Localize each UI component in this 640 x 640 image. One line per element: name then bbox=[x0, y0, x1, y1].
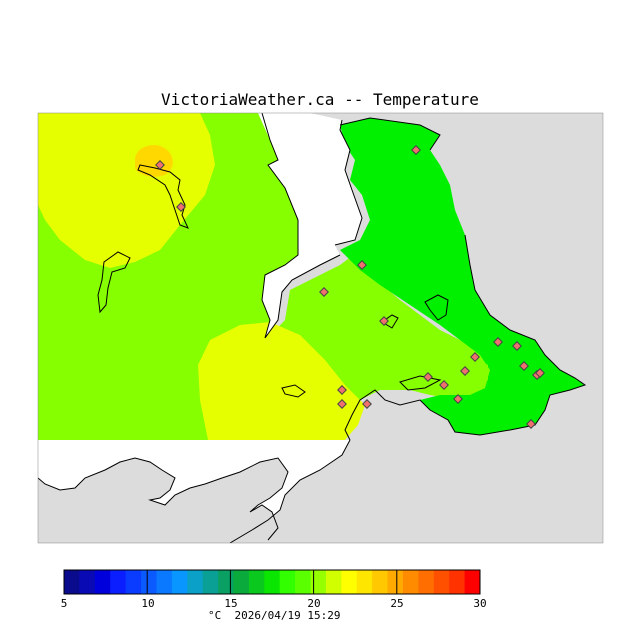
coastlines bbox=[38, 113, 587, 543]
land-south bbox=[38, 458, 288, 543]
station-marker[interactable] bbox=[411, 145, 421, 155]
colorbar-swatch bbox=[310, 570, 327, 594]
colorbar-swatch bbox=[110, 570, 127, 594]
units-label: °C bbox=[208, 609, 222, 622]
station-markers bbox=[155, 145, 545, 429]
station-marker[interactable] bbox=[535, 368, 545, 378]
colorbar-tick-label: 20 bbox=[307, 597, 321, 610]
station-marker[interactable] bbox=[519, 361, 529, 371]
timestamp: 2026/04/19 15:29 bbox=[234, 609, 341, 622]
colorbar bbox=[63, 569, 481, 595]
colorbar-swatch bbox=[356, 570, 373, 594]
map-frame bbox=[37, 112, 604, 544]
temp-zone-23-hotspot bbox=[135, 145, 173, 177]
station-marker[interactable] bbox=[470, 352, 480, 362]
colorbar-swatch bbox=[264, 570, 281, 594]
colorbar-swatch bbox=[156, 570, 173, 594]
station-marker[interactable] bbox=[155, 160, 165, 170]
colorbar-swatch bbox=[248, 570, 265, 594]
temp-zone-22-northwest bbox=[38, 113, 215, 268]
colorbar-swatch bbox=[418, 570, 435, 594]
colorbar-swatch bbox=[295, 570, 312, 594]
station-marker[interactable] bbox=[319, 287, 329, 297]
colorbar-swatch bbox=[279, 570, 296, 594]
colorbar-swatch bbox=[171, 570, 188, 594]
colorbar-tick-label: 25 bbox=[390, 597, 404, 610]
land-southeast bbox=[230, 440, 603, 543]
station-marker[interactable] bbox=[423, 372, 433, 382]
colorbar-swatch bbox=[325, 570, 342, 594]
colorbar-swatch bbox=[218, 570, 234, 594]
temp-zone-18-east bbox=[340, 118, 585, 435]
colorbar-swatch bbox=[372, 570, 389, 594]
colorbar-swatch bbox=[125, 570, 142, 594]
colorbar-swatch bbox=[233, 570, 250, 594]
station-marker[interactable] bbox=[362, 399, 372, 409]
water-inlet bbox=[258, 113, 362, 338]
station-marker[interactable] bbox=[512, 341, 522, 351]
map-area bbox=[38, 113, 603, 543]
colorbar-swatch bbox=[64, 570, 80, 594]
colorbar-tick-label: 5 bbox=[60, 597, 68, 610]
station-marker[interactable] bbox=[357, 260, 367, 270]
station-marker[interactable] bbox=[453, 394, 463, 404]
station-marker[interactable] bbox=[176, 202, 186, 212]
station-marker[interactable] bbox=[439, 380, 449, 390]
map-title: VictoriaWeather.ca -- Temperature bbox=[161, 90, 479, 109]
colorbar-swatch bbox=[79, 570, 96, 594]
station-marker[interactable] bbox=[526, 419, 536, 429]
colorbar-swatch bbox=[187, 570, 204, 594]
station-marker[interactable] bbox=[493, 337, 503, 347]
colorbar-swatch bbox=[402, 570, 419, 594]
colorbar-swatch bbox=[433, 570, 450, 594]
colorbar-tick-label: 10 bbox=[141, 597, 155, 610]
station-marker[interactable] bbox=[337, 385, 347, 395]
colorbar-swatch bbox=[464, 570, 481, 594]
station-marker[interactable] bbox=[337, 399, 347, 409]
colorbar-caption: °C 2026/04/19 15:29 bbox=[208, 609, 340, 622]
colorbar-swatch bbox=[387, 570, 404, 594]
colorbar-swatch bbox=[94, 570, 111, 594]
colorbar-swatch bbox=[449, 570, 466, 594]
station-marker[interactable] bbox=[460, 366, 470, 376]
colorbar-swatch bbox=[202, 570, 219, 594]
temp-zone-22-south bbox=[198, 322, 365, 440]
colorbar-swatch bbox=[341, 570, 358, 594]
colorbar-swatch bbox=[141, 570, 157, 594]
station-marker[interactable] bbox=[379, 316, 389, 326]
colorbar-tick-label: 30 bbox=[473, 597, 487, 610]
colorbar-tick-label: 15 bbox=[224, 597, 238, 610]
